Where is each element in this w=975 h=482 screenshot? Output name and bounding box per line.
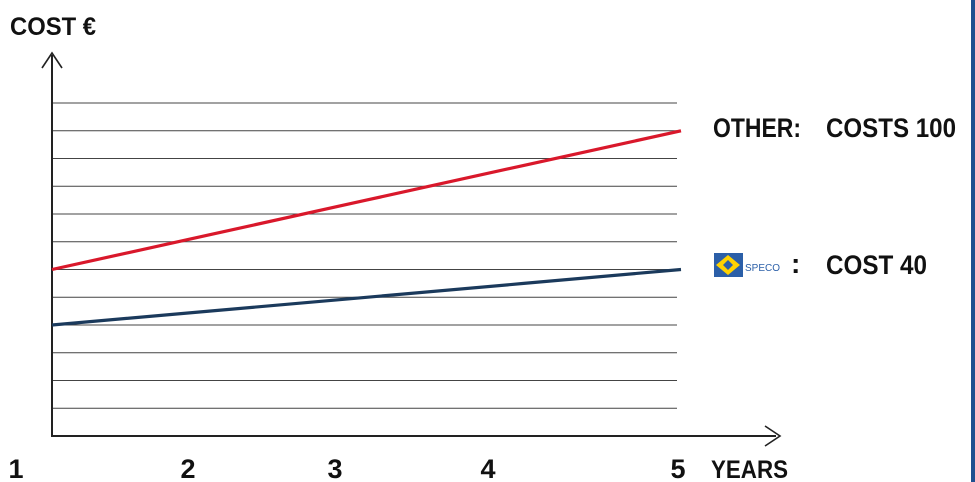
speco-diamond-center-icon	[723, 260, 733, 270]
x-tick-label: 4	[480, 454, 495, 482]
speco-series-annotation: COST 40	[826, 250, 927, 280]
x-tick-label: 5	[670, 454, 685, 482]
speco-logo-text: SPECO	[745, 263, 780, 274]
speco-logo: SPECO :	[714, 248, 800, 279]
y-axis-arrow-icon	[41, 51, 63, 69]
other-series-annotation: COSTS 100	[826, 113, 956, 143]
x-tick-label: 2	[180, 454, 195, 482]
other-series-line	[51, 129, 682, 272]
series-lines	[51, 129, 682, 327]
x-tick-label: 1	[8, 454, 23, 482]
x-axis-label: YEARS	[711, 456, 788, 482]
y-axis-label: COST €	[10, 13, 96, 41]
speco-colon: :	[791, 248, 800, 279]
other-series-name: OTHER:	[713, 113, 801, 143]
x-axis-arrow-icon	[764, 425, 782, 447]
right-border-strip	[971, 0, 975, 482]
x-tick-labels: 1 2 3 4 5	[8, 454, 685, 482]
speco-series-line	[51, 267, 682, 327]
grid-lines	[52, 102, 677, 409]
x-tick-label: 3	[327, 454, 342, 482]
